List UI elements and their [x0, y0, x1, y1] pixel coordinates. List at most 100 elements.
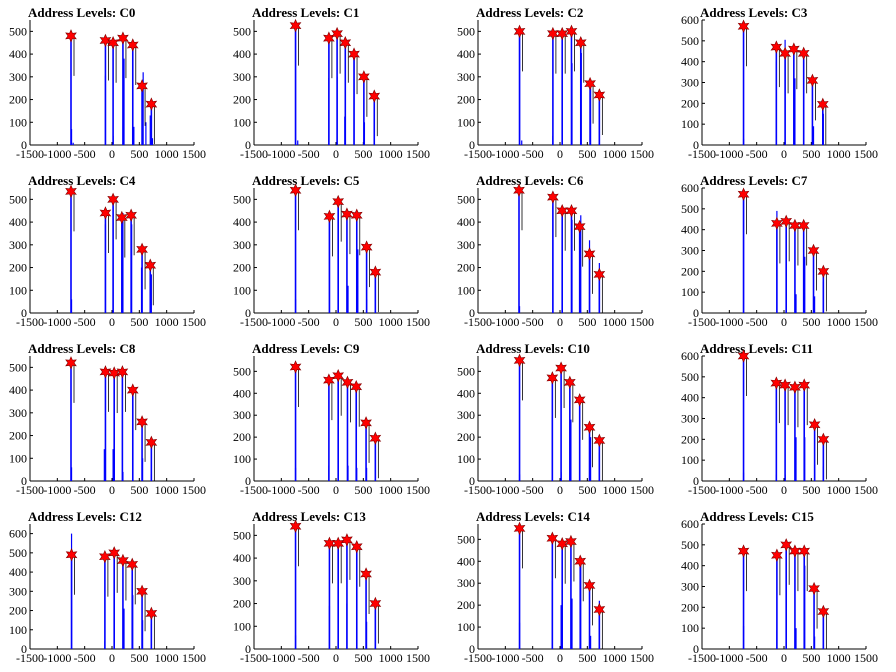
subplot-title: Address Levels: C2	[476, 5, 583, 20]
y-tick-label: 400	[9, 383, 27, 397]
y-tick-label: 100	[457, 283, 475, 297]
x-tick-label: -1500	[688, 147, 716, 161]
x-tick-label: -1000	[43, 483, 71, 497]
y-tick-label: 0	[245, 474, 251, 488]
x-tick-label: 500	[130, 483, 148, 497]
subplot-title: Address Levels: C9	[252, 341, 360, 356]
y-tick-label: 500	[9, 192, 27, 206]
y-tick-label: 100	[233, 283, 251, 297]
peak-star-marker	[115, 210, 128, 225]
x-tick-label: 500	[130, 315, 148, 329]
peak-star-marker	[117, 553, 129, 568]
x-tick-label: 0	[557, 483, 563, 497]
subplot-title: Address Levels: C0	[28, 5, 135, 20]
x-tick-label: -1000	[715, 315, 743, 329]
peak-star-marker	[99, 206, 112, 220]
y-tick-label: 200	[457, 430, 475, 444]
y-tick-label: 400	[233, 47, 251, 61]
x-tick-label: -500	[74, 147, 96, 161]
peak-star-marker	[593, 602, 606, 617]
x-tick-label: 1500	[630, 483, 654, 497]
y-tick-label: 0	[245, 138, 251, 152]
x-tick-label: 1500	[406, 483, 430, 497]
peak-star-marker	[289, 360, 302, 374]
subplot-3: Address Levels: C3 0 100 200 300 400 500 600 -15…	[681, 5, 878, 161]
x-tick-label: 0	[557, 315, 563, 329]
peak-star-marker	[807, 243, 820, 258]
y-tick-label: 200	[233, 261, 251, 275]
peak-star-marker	[145, 97, 158, 111]
x-tick-label: 1500	[854, 147, 878, 161]
y-tick-label: 400	[9, 47, 27, 61]
x-tick-label: 1000	[379, 651, 403, 665]
x-tick-label: -1000	[491, 315, 519, 329]
x-tick-label: -1500	[464, 483, 492, 497]
x-tick-label: 1000	[603, 483, 627, 497]
peak-star-marker	[780, 214, 793, 229]
x-tick-label: 1000	[827, 315, 851, 329]
peak-star-marker	[556, 536, 569, 551]
y-tick-label: 300	[233, 238, 251, 252]
peak-star-marker	[770, 40, 783, 54]
y-tick-label: 500	[9, 24, 27, 38]
x-tick-label: 1500	[406, 315, 430, 329]
x-tick-label: -500	[298, 483, 320, 497]
peak-star-marker	[513, 521, 526, 536]
x-tick-label: 500	[354, 651, 372, 665]
y-tick-label: 100	[681, 117, 699, 131]
x-tick-label: 0	[333, 651, 339, 665]
peak-star-marker	[573, 219, 586, 234]
x-tick-label: -1000	[715, 483, 743, 497]
x-tick-label: 0	[109, 315, 115, 329]
peak-star-marker	[593, 88, 606, 102]
peak-star-marker	[107, 192, 119, 207]
y-tick-label: 500	[233, 528, 251, 542]
peak-star-marker	[332, 536, 345, 551]
y-tick-label: 500	[233, 24, 251, 38]
x-tick-label: 500	[578, 483, 596, 497]
x-tick-label: -1000	[267, 147, 295, 161]
subplot-7: Address Levels: C7 0 100 200 300 400 500 600 -15…	[681, 173, 878, 329]
peak-star-marker	[65, 356, 77, 370]
x-tick-label: 500	[802, 315, 820, 329]
y-tick-label: 0	[245, 642, 251, 656]
x-tick-label: 0	[781, 651, 787, 665]
peak-star-marker	[289, 18, 302, 33]
y-tick-label: 200	[457, 93, 475, 107]
x-tick-label: 0	[557, 147, 563, 161]
x-tick-label: 1000	[603, 651, 627, 665]
y-tick-label: 100	[233, 619, 251, 633]
x-tick-label: -500	[746, 147, 768, 161]
peak-star-marker	[65, 184, 77, 199]
y-tick-label: 400	[233, 386, 251, 400]
x-tick-label: -500	[746, 315, 768, 329]
y-tick-label: 400	[9, 565, 27, 579]
y-tick-label: 0	[245, 306, 251, 320]
peak-star-marker	[737, 349, 750, 363]
y-tick-label: 0	[469, 138, 475, 152]
y-tick-label: 400	[457, 47, 475, 61]
y-tick-label: 0	[693, 474, 699, 488]
x-tick-label: 0	[109, 483, 115, 497]
subplot-title: Address Levels: C7	[700, 173, 808, 188]
x-tick-label: 500	[578, 651, 596, 665]
peak-star-marker	[787, 42, 800, 56]
y-tick-label: 500	[681, 34, 699, 48]
peak-star-marker	[555, 361, 567, 375]
peak-star-marker	[771, 548, 783, 562]
peak-star-marker	[369, 265, 382, 279]
x-tick-label: 500	[802, 483, 820, 497]
x-tick-label: 1500	[406, 651, 430, 665]
x-tick-label: 1000	[379, 315, 403, 329]
y-tick-label: 400	[233, 215, 251, 229]
peak-star-marker	[563, 375, 576, 390]
peak-star-marker	[789, 218, 801, 233]
x-tick-label: -1000	[715, 651, 743, 665]
x-tick-label: -1500	[464, 147, 492, 161]
peak-star-marker	[583, 247, 596, 261]
subplot-title: Address Levels: C14	[476, 509, 590, 524]
y-tick-label: 500	[233, 192, 251, 206]
peak-star-marker	[573, 393, 586, 407]
x-tick-label: 0	[333, 147, 339, 161]
